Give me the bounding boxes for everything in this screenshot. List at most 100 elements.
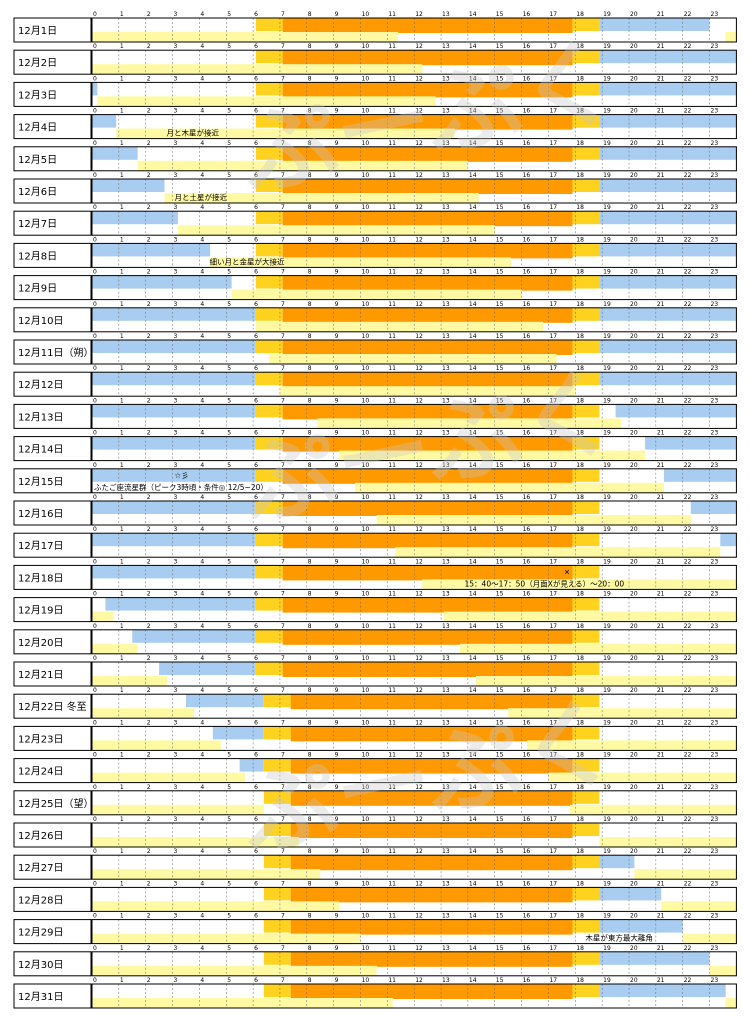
hour-tick-label: 23 xyxy=(711,333,719,340)
hour-tick-label: 2 xyxy=(147,719,151,726)
hour-tick-label: 18 xyxy=(576,752,584,759)
hour-tick-label: 19 xyxy=(603,397,611,404)
hour-tick-label: 10 xyxy=(362,75,370,82)
hour-tick-label: 14 xyxy=(469,591,477,598)
hour-tick-label: 7 xyxy=(281,462,285,469)
hour-tick-label: 21 xyxy=(657,11,665,18)
hour-tick-label: 16 xyxy=(523,172,531,179)
hour-tick-label: 22 xyxy=(684,977,692,984)
evening-twilight-bar xyxy=(572,307,600,321)
moon-low-bar xyxy=(255,321,544,332)
morning-twilight-bar xyxy=(263,694,291,708)
daytime-bar xyxy=(290,823,573,838)
day-label-cell xyxy=(13,790,92,816)
hour-tick-label: 5 xyxy=(227,784,231,791)
daytime-bar xyxy=(282,468,573,484)
hour-tick-label: 22 xyxy=(684,430,692,437)
hour-tick-label: 9 xyxy=(335,333,339,340)
hour-tick-label: 5 xyxy=(227,204,231,211)
hour-tick-label: 6 xyxy=(254,301,258,308)
hour-tick-label: 7 xyxy=(281,43,285,50)
hour-tick-label: 4 xyxy=(200,945,204,952)
hour-tick-label: 2 xyxy=(147,494,151,501)
hour-tick-label: 17 xyxy=(549,848,557,855)
moon-visible-bar xyxy=(645,436,737,450)
hour-tick-label: 3 xyxy=(174,172,178,179)
hour-tick-label: 23 xyxy=(711,719,719,726)
hour-tick-label: 14 xyxy=(469,687,477,694)
hour-tick-label: 14 xyxy=(469,880,477,887)
hour-tick-label: 20 xyxy=(630,269,638,276)
hour-tick-label: 7 xyxy=(281,591,285,598)
hour-tick-label: 4 xyxy=(200,913,204,920)
hour-tick-label: 11 xyxy=(388,945,396,952)
hour-tick-label: 7 xyxy=(281,880,285,887)
hour-tick-label: 5 xyxy=(227,591,231,598)
hour-tick-label: 8 xyxy=(308,333,312,340)
hour-tick-label: 15 xyxy=(496,11,504,18)
moon-low-bar xyxy=(92,901,340,912)
hour-tick-label: 21 xyxy=(657,784,665,791)
hour-tick-label: 15 xyxy=(496,75,504,82)
hour-tick-label: 10 xyxy=(362,430,370,437)
hour-tick-label: 6 xyxy=(254,204,258,211)
hour-tick-label: 5 xyxy=(227,880,231,887)
evening-twilight-bar xyxy=(572,275,600,289)
hour-tick-label: 23 xyxy=(711,687,719,694)
hour-tick-label: 0 xyxy=(93,784,97,791)
hour-tick-label: 21 xyxy=(657,301,665,308)
hour-tick-label: 2 xyxy=(147,655,151,662)
daytime-bar xyxy=(282,662,573,677)
hour-tick-label: 22 xyxy=(684,558,692,565)
hour-tick-label: 8 xyxy=(308,913,312,920)
hour-tick-label: 9 xyxy=(335,140,339,147)
daytime-bar xyxy=(282,436,573,452)
hour-tick-label: 9 xyxy=(335,75,339,82)
hour-tick-label: 18 xyxy=(576,140,584,147)
hour-tick-label: 20 xyxy=(630,945,638,952)
day-label: 12月16日 xyxy=(18,508,63,520)
moon-visible-bar xyxy=(92,179,165,192)
hour-tick-label: 22 xyxy=(684,11,692,18)
moon-low-bar xyxy=(92,643,138,654)
hour-tick-label: 14 xyxy=(469,108,477,115)
hour-tick-label: 17 xyxy=(549,108,557,115)
hour-tick-label: 15 xyxy=(496,430,504,437)
moon-visible-bar xyxy=(105,597,256,611)
hour-tick-label: 11 xyxy=(388,269,396,276)
moon-visible-bar xyxy=(92,372,256,386)
hour-tick-label: 18 xyxy=(576,43,584,50)
moon-low-bar xyxy=(569,804,737,815)
evening-twilight-bar xyxy=(572,694,600,708)
hour-tick-label: 1 xyxy=(120,687,124,694)
hour-tick-label: 21 xyxy=(657,333,665,340)
morning-twilight-bar xyxy=(255,275,283,289)
hour-tick-label: 14 xyxy=(469,494,477,501)
hour-tick-label: 13 xyxy=(442,11,450,18)
moon-visible-bar xyxy=(92,533,256,547)
hour-tick-label: 1 xyxy=(120,816,124,823)
hour-tick-label: 22 xyxy=(684,204,692,211)
day-row: 0 1 2 3 4 5 6 7 8 9 10 11 12 13 14 15 16 17 18 19 20 21 22 2312… xyxy=(13,816,737,848)
hour-tick-label: 17 xyxy=(549,494,557,501)
hour-tick-label: 8 xyxy=(308,365,312,372)
hour-tick-label: 13 xyxy=(442,848,450,855)
evening-twilight-bar xyxy=(572,565,600,579)
hour-tick-label: 16 xyxy=(523,75,531,82)
hour-tick-label: 8 xyxy=(308,75,312,82)
hour-tick-label: 18 xyxy=(576,687,584,694)
hour-tick-label: 3 xyxy=(174,108,178,115)
day-label: 12月27日 xyxy=(18,862,63,874)
hour-tick-label: 22 xyxy=(684,108,692,115)
hour-tick-label: 0 xyxy=(93,977,97,984)
timeline-frame xyxy=(91,81,737,107)
hour-tick-label: 15 xyxy=(496,333,504,340)
hour-tick-label: 6 xyxy=(254,623,258,630)
hour-tick-label: 9 xyxy=(335,526,339,533)
day-label-cell xyxy=(13,146,92,172)
hour-tick-label: 16 xyxy=(523,526,531,533)
hour-tick-label: 4 xyxy=(200,526,204,533)
hour-tick-label: 3 xyxy=(174,11,178,18)
hour-tick-label: 22 xyxy=(684,75,692,82)
hour-tick-label: 14 xyxy=(469,526,477,533)
